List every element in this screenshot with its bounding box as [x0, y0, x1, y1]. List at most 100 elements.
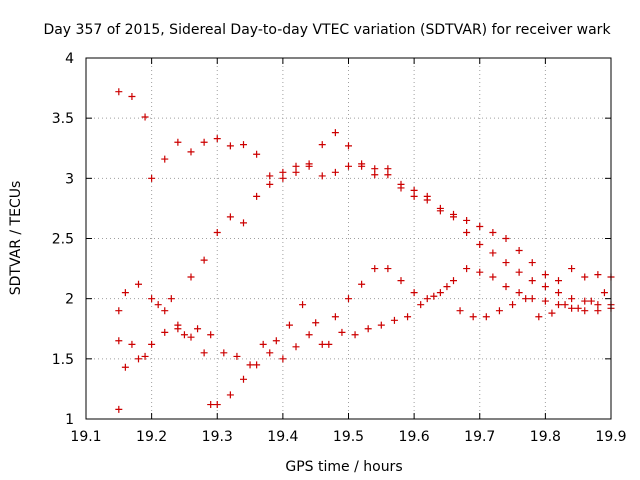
data-point-marker	[541, 283, 549, 291]
data-point-marker	[207, 401, 215, 409]
x-tick-label: 19.3	[202, 429, 233, 445]
data-point-marker	[587, 297, 595, 305]
data-point-marker	[174, 325, 182, 333]
data-point-marker	[318, 172, 326, 180]
data-point-marker	[312, 319, 320, 327]
data-points	[115, 88, 615, 413]
data-point-marker	[253, 192, 261, 200]
data-point-marker	[207, 331, 215, 339]
data-point-marker	[180, 331, 188, 339]
data-point-marker	[430, 292, 438, 300]
data-point-marker	[404, 313, 412, 321]
data-point-marker	[233, 352, 241, 360]
data-point-marker	[266, 172, 274, 180]
data-point-marker	[299, 301, 307, 309]
data-point-marker	[213, 401, 221, 409]
data-point-marker	[325, 340, 333, 348]
data-point-marker	[331, 168, 339, 176]
data-point-marker	[161, 155, 169, 163]
data-point-marker	[476, 241, 484, 249]
data-point-marker	[128, 340, 136, 348]
data-point-marker	[200, 349, 208, 357]
data-point-marker	[397, 180, 405, 188]
series-track-c	[115, 265, 615, 409]
y-tick-label: 1	[65, 412, 74, 428]
data-point-marker	[187, 273, 195, 281]
data-point-marker	[331, 129, 339, 137]
data-point-marker	[561, 301, 569, 309]
series-track-a	[115, 88, 615, 285]
data-point-marker	[568, 304, 576, 312]
data-point-marker	[528, 277, 536, 285]
data-point-marker	[161, 328, 169, 336]
data-point-marker	[266, 180, 274, 188]
data-point-marker	[476, 268, 484, 276]
data-point-marker	[528, 259, 536, 267]
data-point-marker	[266, 349, 274, 357]
data-point-marker	[187, 333, 195, 341]
data-point-marker	[226, 213, 234, 221]
data-point-marker	[423, 295, 431, 303]
data-point-marker	[450, 213, 457, 221]
data-point-marker	[345, 142, 352, 150]
data-point-marker	[200, 138, 208, 146]
data-point-marker	[384, 265, 392, 273]
data-point-marker	[292, 162, 300, 170]
data-point-marker	[594, 271, 602, 279]
data-point-marker	[456, 307, 464, 315]
data-point-marker	[390, 316, 398, 324]
data-point-marker	[272, 337, 280, 345]
series-track-b	[115, 160, 615, 413]
data-point-marker	[141, 113, 149, 121]
data-point-marker	[436, 204, 444, 212]
data-point-marker	[331, 313, 339, 321]
data-point-marker	[515, 289, 523, 297]
data-point-marker	[397, 277, 405, 285]
y-tick-label: 3.5	[52, 111, 74, 127]
data-point-marker	[226, 391, 234, 399]
data-point-marker	[259, 340, 267, 348]
data-point-marker	[154, 301, 162, 309]
data-point-marker	[581, 297, 589, 305]
data-point-marker	[423, 196, 431, 204]
data-point-marker	[279, 174, 287, 182]
data-point-marker	[279, 168, 287, 176]
data-point-marker	[371, 165, 379, 173]
data-point-marker	[141, 352, 149, 360]
data-point-marker	[345, 295, 352, 303]
data-point-marker	[476, 222, 484, 230]
axis-ticks: 19.1 19.2 19.3 19.4 19.5 19.6 19.7 19.8 19.9 1 1.5…	[52, 51, 627, 445]
data-point-marker	[384, 165, 392, 173]
data-point-marker	[167, 295, 175, 303]
data-point-marker	[200, 256, 208, 264]
data-point-marker	[174, 138, 182, 146]
x-tick-label: 19.7	[464, 429, 495, 445]
x-tick-label: 19.2	[136, 429, 167, 445]
x-tick-label: 19.8	[530, 429, 561, 445]
x-tick-label: 19.4	[267, 429, 298, 445]
data-point-marker	[148, 295, 156, 303]
data-point-marker	[482, 313, 490, 321]
data-point-marker	[436, 289, 444, 297]
data-point-marker	[502, 283, 510, 291]
data-point-marker	[194, 325, 202, 333]
data-point-marker	[463, 265, 471, 273]
data-point-marker	[443, 283, 451, 291]
data-point-marker	[555, 301, 562, 309]
data-point-marker	[568, 265, 576, 273]
data-point-marker	[515, 268, 523, 276]
data-point-marker	[148, 340, 156, 348]
data-point-marker	[528, 295, 536, 303]
data-point-marker	[135, 355, 142, 363]
data-point-marker	[555, 277, 562, 285]
data-point-marker	[600, 289, 608, 297]
data-point-marker	[338, 328, 346, 336]
data-point-marker	[489, 249, 497, 257]
data-point-marker	[318, 340, 326, 348]
data-point-marker	[115, 88, 123, 96]
data-point-marker	[128, 93, 136, 101]
data-point-marker	[410, 186, 418, 194]
data-point-marker	[522, 295, 530, 303]
data-point-marker	[541, 271, 549, 279]
